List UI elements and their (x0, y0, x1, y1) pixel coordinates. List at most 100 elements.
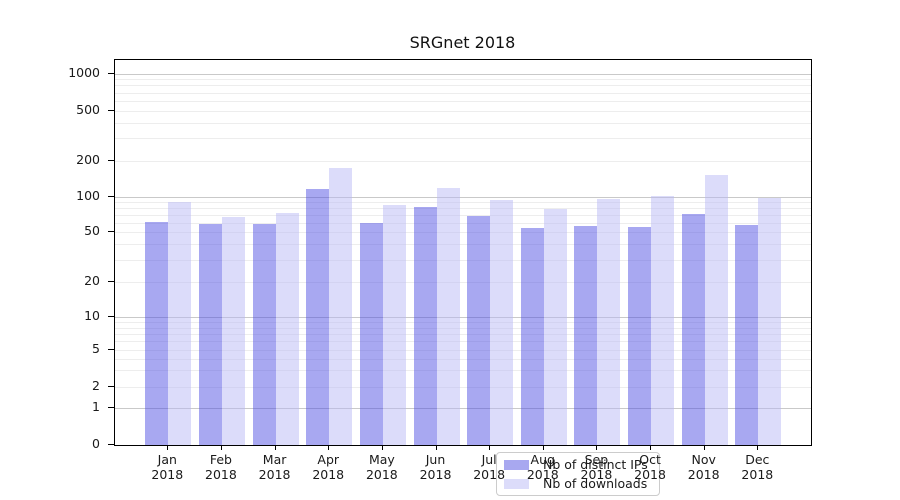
gridline-40 (115, 244, 811, 246)
bar-distinct-ips-oct (628, 227, 652, 445)
bar-downloads-nov (704, 175, 728, 445)
gridline-30 (115, 259, 811, 261)
y-tick-label-1: 1 (92, 399, 100, 414)
x-tick-mark (757, 445, 759, 450)
bar-downloads-aug (543, 209, 567, 445)
gridline-2 (115, 386, 811, 388)
gridline-400 (115, 122, 811, 124)
gridline-7 (115, 333, 811, 335)
x-tick-mark (167, 445, 169, 450)
x-tick-mark (596, 445, 598, 450)
chart-title: SRGnet 2018 (409, 33, 516, 52)
legend: Nb of distinct IPs Nb of downloads (496, 452, 660, 496)
y-tick-mark (108, 407, 114, 408)
x-tick-mark (703, 445, 705, 450)
x-tick-mark (489, 445, 491, 450)
bar-downloads-jan (168, 201, 192, 445)
y-tick-label-20: 20 (84, 273, 100, 288)
bar-distinct-ips-jun (413, 207, 437, 445)
bar-distinct-ips-feb (198, 223, 222, 445)
y-tick-label-500: 500 (76, 101, 100, 117)
y-tick-mark (108, 444, 114, 445)
gridline-500 (115, 110, 811, 112)
y-tick-mark (108, 231, 114, 232)
bar-distinct-ips-mar (252, 223, 276, 445)
x-tick-label-jan: Jan 2018 (151, 452, 184, 482)
gridline-70 (115, 214, 811, 216)
bar-distinct-ips-may (359, 222, 383, 445)
x-tick-mark (220, 445, 222, 450)
y-tick-mark (108, 195, 114, 197)
gridline-5 (115, 350, 811, 351)
gridline-800 (115, 85, 811, 87)
y-tick-mark (108, 159, 114, 161)
y-tick-label-1000: 1000 (68, 64, 100, 80)
x-tick-label-apr: Apr 2018 (312, 452, 345, 482)
bar-downloads-feb (221, 217, 245, 445)
x-tick-label-jun: Jun 2018 (419, 452, 452, 482)
y-tick-mark (108, 349, 114, 350)
gridline-300 (115, 138, 811, 140)
gridline-900 (115, 79, 811, 81)
bar-downloads-jun (436, 188, 460, 445)
gridline-90 (115, 201, 811, 203)
gridline-3 (115, 370, 811, 372)
x-tick-mark (274, 445, 276, 450)
bar-distinct-ips-jan (145, 221, 169, 445)
x-tick-label-oct: Oct 2018 (634, 452, 666, 482)
x-tick-label-aug: Aug 2018 (526, 452, 559, 482)
x-tick-label-nov: Nov 2018 (687, 452, 720, 482)
x-tick-label-jul: Jul 2018 (473, 452, 506, 482)
x-tick-mark (328, 445, 330, 450)
plot-area: Nb of distinct IPs Nb of downloads (114, 59, 812, 496)
gridline-4 (115, 358, 811, 360)
bar-distinct-ips-dec (735, 225, 759, 445)
x-tick-label-feb: Feb 2018 (205, 452, 237, 482)
x-tick-label-mar: Mar 2018 (258, 452, 291, 482)
bar-downloads-may (382, 204, 406, 445)
gridline-9 (115, 322, 811, 324)
x-tick-mark (650, 445, 652, 450)
x-tick-mark (435, 445, 437, 450)
legend-label-distinct-ips: Nb of distinct IPs (543, 457, 648, 472)
gridline-1000 (115, 73, 811, 75)
bar-distinct-ips-jul (467, 216, 491, 445)
gridline-200 (115, 160, 811, 162)
x-tick-mark (542, 445, 544, 450)
gridline-700 (115, 92, 811, 94)
x-tick-label-may: May 2018 (365, 452, 398, 482)
y-tick-label-200: 200 (76, 151, 100, 167)
y-tick-label-100: 100 (76, 187, 100, 203)
y-tick-label-50: 50 (84, 223, 100, 238)
legend-label-downloads: Nb of downloads (543, 476, 648, 491)
bar-downloads-dec (758, 198, 782, 445)
gridline-100 (115, 196, 811, 198)
gridline-60 (115, 222, 811, 224)
y-tick-label-0: 0 (92, 436, 100, 451)
bar-downloads-mar (275, 213, 299, 445)
bar-distinct-ips-sep (574, 226, 598, 445)
y-tick-label-5: 5 (92, 341, 100, 356)
gridline-10 (115, 317, 811, 318)
y-tick-label-10: 10 (84, 308, 100, 323)
gridline-1 (115, 408, 811, 409)
gridline-20 (115, 282, 811, 283)
gridline-8 (115, 327, 811, 329)
gridline-6 (115, 341, 811, 343)
y-tick-label-2: 2 (92, 377, 100, 393)
gridline-50 (115, 232, 811, 233)
x-tick-label-dec: Dec 2018 (741, 452, 774, 482)
bar-downloads-jul (490, 200, 514, 445)
legend-item-downloads: Nb of downloads (504, 476, 659, 492)
y-tick-mark (108, 281, 114, 282)
x-tick-label-sep: Sep 2018 (580, 452, 613, 482)
y-tick-mark (108, 109, 114, 111)
legend-item-distinct-ips: Nb of distinct IPs (504, 457, 659, 473)
x-tick-mark (381, 445, 383, 450)
bar-downloads-oct (651, 195, 675, 445)
bar-distinct-ips-nov (681, 214, 705, 445)
legend-swatch-downloads (504, 478, 529, 489)
gridline-600 (115, 100, 811, 102)
bar-downloads-sep (597, 198, 621, 445)
